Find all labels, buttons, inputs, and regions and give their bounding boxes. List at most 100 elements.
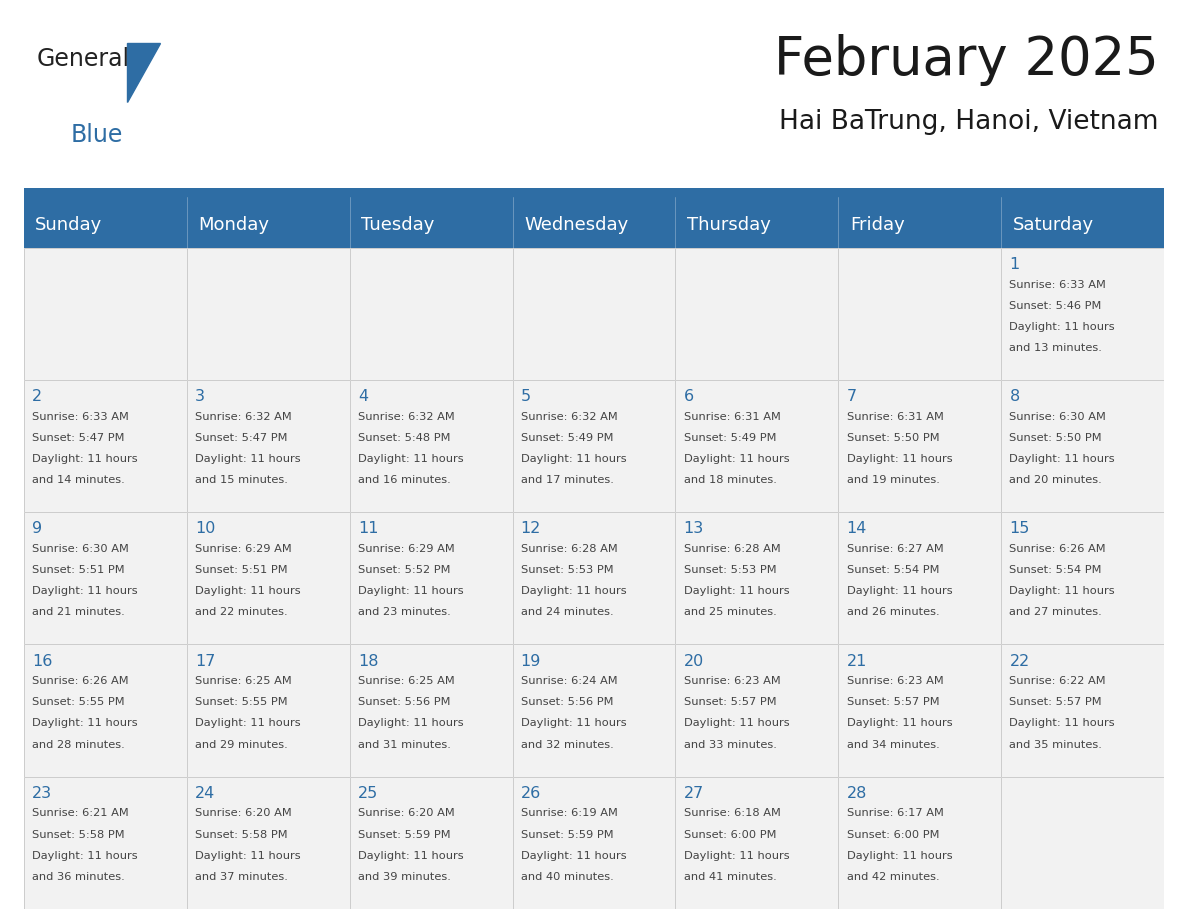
Text: Sunset: 5:50 PM: Sunset: 5:50 PM [1010,433,1102,442]
Text: Hai BaTrung, Hanoi, Vietnam: Hai BaTrung, Hanoi, Vietnam [779,109,1158,135]
Text: Sunrise: 6:29 AM: Sunrise: 6:29 AM [195,544,291,554]
Text: Sunset: 5:51 PM: Sunset: 5:51 PM [195,565,287,575]
Text: Sunset: 5:56 PM: Sunset: 5:56 PM [358,698,450,707]
Text: Daylight: 11 hours: Daylight: 11 hours [520,851,626,861]
Text: Sunrise: 6:31 AM: Sunrise: 6:31 AM [683,412,781,421]
Text: Sunset: 5:52 PM: Sunset: 5:52 PM [358,565,450,575]
Text: Sunrise: 6:26 AM: Sunrise: 6:26 AM [1010,544,1106,554]
Text: 23: 23 [32,786,52,800]
Text: Daylight: 11 hours: Daylight: 11 hours [683,851,789,861]
Text: 21: 21 [847,654,867,668]
Text: Sunset: 5:58 PM: Sunset: 5:58 PM [32,830,125,839]
Text: Sunset: 6:00 PM: Sunset: 6:00 PM [847,830,939,839]
Text: 1: 1 [1010,257,1019,272]
Text: Daylight: 11 hours: Daylight: 11 hours [195,587,301,597]
Text: Sunrise: 6:32 AM: Sunrise: 6:32 AM [358,412,455,421]
Text: Sunrise: 6:28 AM: Sunrise: 6:28 AM [683,544,781,554]
Text: and 22 minutes.: and 22 minutes. [195,608,287,618]
Text: February 2025: February 2025 [773,34,1158,86]
Text: Daylight: 11 hours: Daylight: 11 hours [1010,454,1116,465]
Text: Sunrise: 6:32 AM: Sunrise: 6:32 AM [520,412,618,421]
Text: 19: 19 [520,654,541,668]
Text: Sunrise: 6:30 AM: Sunrise: 6:30 AM [32,544,128,554]
Text: Daylight: 11 hours: Daylight: 11 hours [1010,719,1116,729]
Text: Sunset: 5:49 PM: Sunset: 5:49 PM [520,433,613,442]
Text: Daylight: 11 hours: Daylight: 11 hours [358,851,463,861]
Text: Daylight: 11 hours: Daylight: 11 hours [1010,587,1116,597]
Text: Sunrise: 6:33 AM: Sunrise: 6:33 AM [1010,280,1106,289]
Text: and 27 minutes.: and 27 minutes. [1010,608,1102,618]
Text: Sunset: 5:55 PM: Sunset: 5:55 PM [32,698,125,707]
Text: Daylight: 11 hours: Daylight: 11 hours [683,719,789,729]
Text: Daylight: 11 hours: Daylight: 11 hours [1010,322,1116,332]
Text: Sunset: 5:59 PM: Sunset: 5:59 PM [520,830,613,839]
Text: 28: 28 [847,786,867,800]
Text: Sunset: 5:57 PM: Sunset: 5:57 PM [683,698,776,707]
Text: General: General [37,47,131,71]
Text: Sunset: 5:47 PM: Sunset: 5:47 PM [32,433,125,442]
Text: Sunset: 5:55 PM: Sunset: 5:55 PM [195,698,287,707]
Text: Daylight: 11 hours: Daylight: 11 hours [195,719,301,729]
Text: and 15 minutes.: and 15 minutes. [195,476,287,486]
Text: and 28 minutes.: and 28 minutes. [32,740,125,750]
Text: 27: 27 [683,786,703,800]
Text: 4: 4 [358,389,368,404]
Text: and 17 minutes.: and 17 minutes. [520,476,613,486]
Text: 3: 3 [195,389,204,404]
Text: and 35 minutes.: and 35 minutes. [1010,740,1102,750]
Text: Sunset: 6:00 PM: Sunset: 6:00 PM [683,830,776,839]
Text: Wednesday: Wednesday [524,216,628,234]
Text: Daylight: 11 hours: Daylight: 11 hours [683,454,789,465]
Text: and 26 minutes.: and 26 minutes. [847,608,940,618]
Text: and 42 minutes.: and 42 minutes. [847,872,940,882]
Text: and 20 minutes.: and 20 minutes. [1010,476,1102,486]
Text: Sunrise: 6:32 AM: Sunrise: 6:32 AM [195,412,291,421]
Text: Daylight: 11 hours: Daylight: 11 hours [520,719,626,729]
Text: Sunset: 5:57 PM: Sunset: 5:57 PM [1010,698,1102,707]
Text: Sunrise: 6:29 AM: Sunrise: 6:29 AM [358,544,455,554]
Text: and 21 minutes.: and 21 minutes. [32,608,125,618]
Text: Daylight: 11 hours: Daylight: 11 hours [683,587,789,597]
Text: and 36 minutes.: and 36 minutes. [32,872,125,882]
Text: and 16 minutes.: and 16 minutes. [358,476,450,486]
Text: Sunset: 5:49 PM: Sunset: 5:49 PM [683,433,776,442]
Text: Sunrise: 6:27 AM: Sunrise: 6:27 AM [847,544,943,554]
Text: and 31 minutes.: and 31 minutes. [358,740,450,750]
Text: Daylight: 11 hours: Daylight: 11 hours [847,851,952,861]
Text: Blue: Blue [70,123,122,147]
Text: Sunset: 5:46 PM: Sunset: 5:46 PM [1010,301,1101,310]
Text: Sunrise: 6:31 AM: Sunrise: 6:31 AM [847,412,943,421]
Text: 5: 5 [520,389,531,404]
Text: Sunrise: 6:30 AM: Sunrise: 6:30 AM [1010,412,1106,421]
Text: 15: 15 [1010,521,1030,536]
Text: Tuesday: Tuesday [361,216,435,234]
Text: Sunset: 5:58 PM: Sunset: 5:58 PM [195,830,287,839]
Text: Friday: Friday [849,216,904,234]
Text: and 19 minutes.: and 19 minutes. [847,476,940,486]
Text: Daylight: 11 hours: Daylight: 11 hours [32,719,138,729]
Text: 22: 22 [1010,654,1030,668]
Text: Daylight: 11 hours: Daylight: 11 hours [520,587,626,597]
Text: Daylight: 11 hours: Daylight: 11 hours [32,587,138,597]
Text: Sunset: 5:48 PM: Sunset: 5:48 PM [358,433,450,442]
Text: and 34 minutes.: and 34 minutes. [847,740,940,750]
Text: 10: 10 [195,521,215,536]
Text: Sunset: 5:47 PM: Sunset: 5:47 PM [195,433,287,442]
Text: Daylight: 11 hours: Daylight: 11 hours [32,851,138,861]
Text: 14: 14 [847,521,867,536]
Text: Sunset: 5:50 PM: Sunset: 5:50 PM [847,433,940,442]
Text: Sunrise: 6:24 AM: Sunrise: 6:24 AM [520,677,618,686]
Text: 24: 24 [195,786,215,800]
Text: 8: 8 [1010,389,1019,404]
Text: 18: 18 [358,654,378,668]
Text: Sunrise: 6:23 AM: Sunrise: 6:23 AM [683,677,781,686]
Text: Sunrise: 6:21 AM: Sunrise: 6:21 AM [32,809,128,818]
Text: Daylight: 11 hours: Daylight: 11 hours [32,454,138,465]
Text: Sunrise: 6:25 AM: Sunrise: 6:25 AM [195,677,291,686]
Text: Sunday: Sunday [36,216,102,234]
Text: Sunrise: 6:33 AM: Sunrise: 6:33 AM [32,412,128,421]
Text: and 14 minutes.: and 14 minutes. [32,476,125,486]
Text: Daylight: 11 hours: Daylight: 11 hours [358,587,463,597]
Text: and 32 minutes.: and 32 minutes. [520,740,613,750]
Text: and 25 minutes.: and 25 minutes. [683,608,777,618]
